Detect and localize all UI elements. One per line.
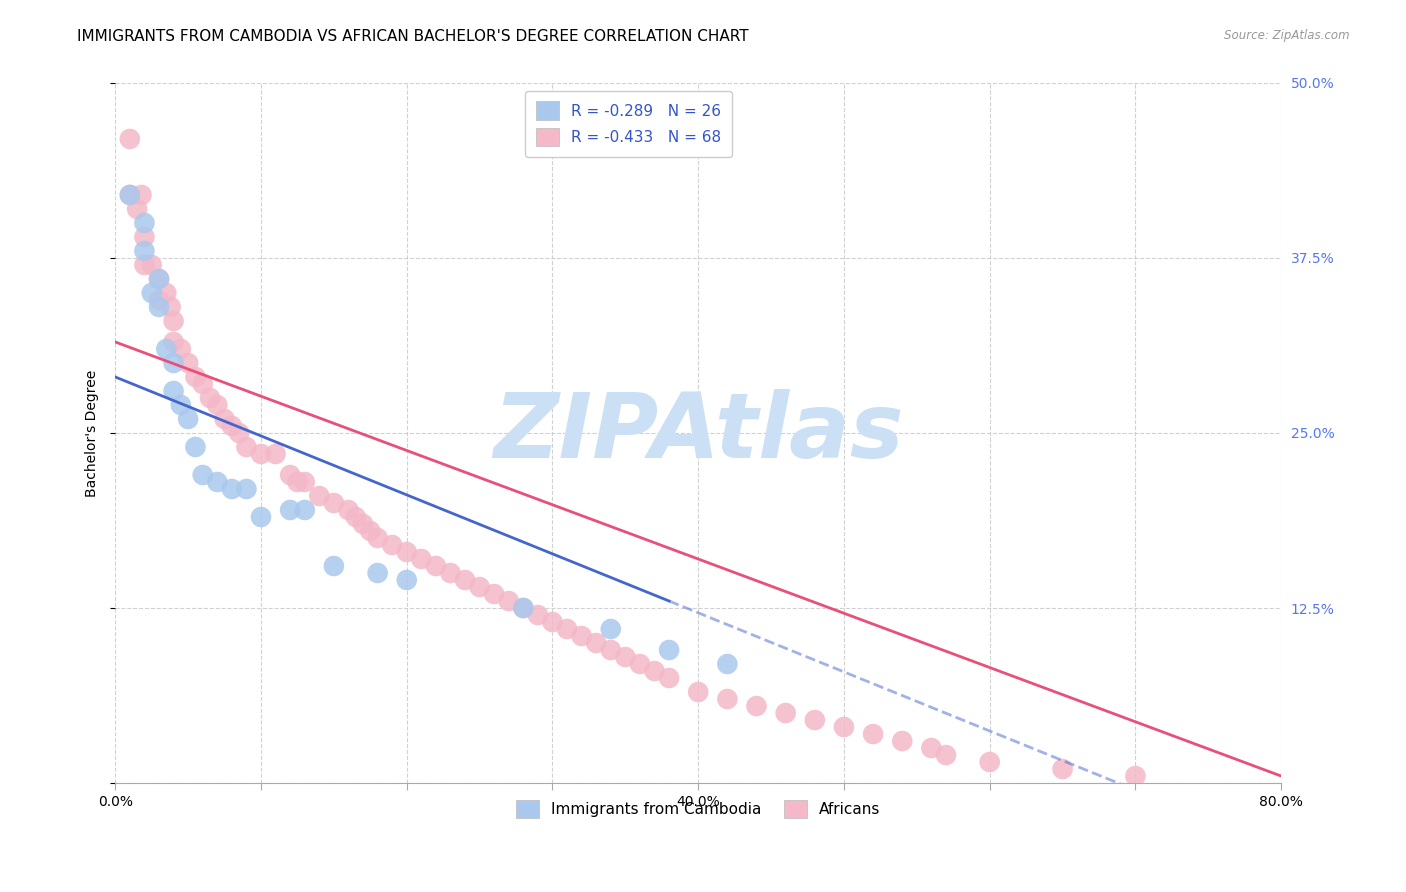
Point (367, 531, 389, 545)
Point (162, 334, 184, 349)
Point (891, 734, 914, 748)
Point (628, 657, 651, 671)
Point (294, 503, 316, 517)
Y-axis label: Bachelor's Degree: Bachelor's Degree (86, 369, 100, 497)
Point (1125, 769, 1147, 783)
Point (716, 692, 738, 706)
Point (571, 629, 593, 643)
Point (250, 510, 273, 524)
Point (585, 636, 607, 650)
Point (134, 258, 156, 272)
Point (920, 741, 942, 756)
Point (287, 475, 309, 489)
Point (118, 188, 141, 202)
Point (141, 285, 163, 300)
Point (658, 671, 681, 685)
Point (235, 440, 257, 454)
Point (716, 657, 738, 671)
Point (250, 447, 273, 461)
Point (498, 594, 520, 608)
Point (599, 643, 621, 657)
Point (337, 503, 360, 517)
Point (979, 755, 1001, 769)
Text: Source: ZipAtlas.com: Source: ZipAtlas.com (1225, 29, 1350, 42)
Point (381, 538, 404, 552)
Point (541, 615, 564, 629)
Point (207, 398, 229, 412)
Point (134, 230, 156, 244)
Point (278, 468, 301, 483)
Point (512, 601, 534, 615)
Point (221, 419, 243, 434)
Point (322, 559, 344, 574)
Point (235, 482, 257, 496)
Point (454, 573, 477, 587)
Point (308, 489, 330, 503)
Point (745, 699, 768, 714)
Point (134, 216, 156, 230)
Point (599, 622, 621, 636)
Point (482, 587, 505, 601)
Point (425, 559, 447, 574)
Point (191, 376, 214, 391)
Text: ZIPAtlas: ZIPAtlas (494, 389, 904, 477)
Point (155, 285, 177, 300)
Point (862, 727, 884, 741)
Point (170, 342, 193, 356)
Point (228, 425, 250, 440)
Point (658, 643, 681, 657)
Point (352, 516, 374, 531)
Point (155, 342, 177, 356)
Point (512, 601, 534, 615)
Point (367, 566, 389, 580)
Point (439, 566, 461, 580)
Point (832, 720, 855, 734)
Point (134, 244, 156, 258)
Point (177, 412, 200, 426)
Point (162, 314, 184, 328)
Point (184, 370, 207, 384)
Point (162, 356, 184, 370)
Point (644, 664, 666, 678)
Point (148, 272, 170, 286)
Point (191, 468, 214, 483)
Point (614, 650, 637, 665)
Legend: Immigrants from Cambodia, Africans: Immigrants from Cambodia, Africans (509, 794, 887, 824)
Point (148, 300, 170, 314)
Point (131, 188, 153, 202)
Point (804, 713, 827, 727)
Text: IMMIGRANTS FROM CAMBODIA VS AFRICAN BACHELOR'S DEGREE CORRELATION CHART: IMMIGRANTS FROM CAMBODIA VS AFRICAN BACH… (77, 29, 749, 44)
Point (688, 685, 710, 699)
Point (159, 300, 181, 314)
Point (198, 391, 221, 405)
Point (555, 622, 578, 636)
Point (141, 258, 163, 272)
Point (264, 447, 287, 461)
Point (775, 706, 797, 720)
Point (214, 412, 236, 426)
Point (170, 398, 193, 412)
Point (184, 440, 207, 454)
Point (527, 607, 550, 622)
Point (344, 510, 367, 524)
Point (177, 356, 200, 370)
Point (935, 747, 957, 762)
Point (118, 188, 141, 202)
Point (468, 580, 491, 594)
Point (395, 573, 418, 587)
Point (411, 552, 433, 566)
Point (207, 475, 229, 489)
Point (127, 202, 149, 216)
Point (359, 524, 381, 538)
Point (395, 545, 418, 559)
Point (162, 384, 184, 398)
Point (148, 272, 170, 286)
Point (221, 482, 243, 496)
Point (278, 503, 301, 517)
Point (322, 496, 344, 510)
Point (1052, 762, 1074, 776)
Point (118, 132, 141, 146)
Point (148, 293, 170, 307)
Point (294, 475, 316, 489)
